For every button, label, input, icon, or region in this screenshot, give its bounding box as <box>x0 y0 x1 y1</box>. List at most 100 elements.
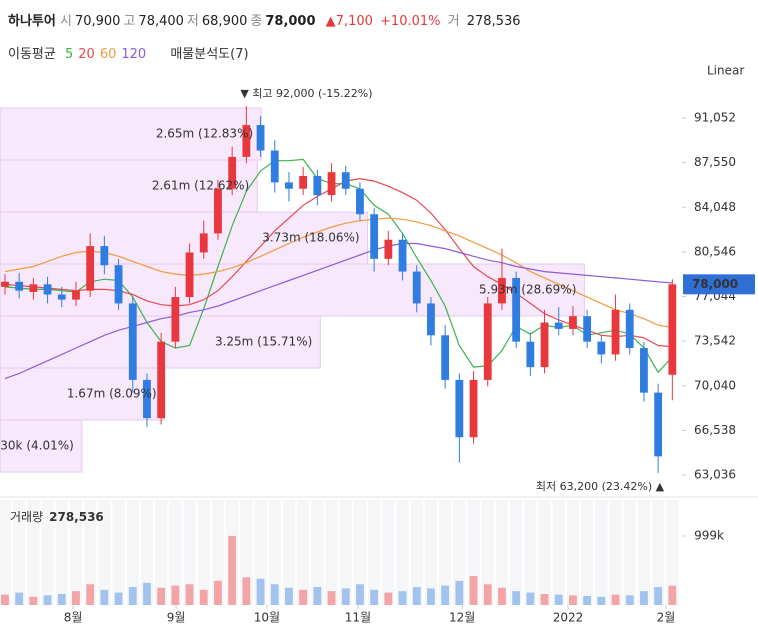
volume-bar <box>313 587 322 605</box>
volume-bar <box>199 589 208 605</box>
volume-bar <box>356 584 364 605</box>
volume-bar <box>483 584 492 605</box>
candle-body <box>640 348 648 393</box>
profile-band <box>0 211 369 265</box>
profile-band <box>0 419 83 473</box>
legend: 이동평균 5 20 60 120 매물분석도(7) <box>8 43 254 62</box>
volume-bar <box>214 580 222 605</box>
volume-stripe <box>538 500 551 605</box>
volume-bar <box>43 595 52 605</box>
y-tick-label: 66,538 <box>694 423 736 437</box>
candle-body <box>242 125 251 157</box>
volume-tick-label: 999k <box>694 528 724 542</box>
volume-stripe <box>282 500 296 605</box>
profile-label: 2.61m (12.62%) <box>152 178 249 192</box>
volume-bar <box>384 592 393 605</box>
x-tick-label: 11월 <box>345 611 371 625</box>
volume-bar <box>100 589 109 605</box>
volume-stripe <box>453 500 466 605</box>
volume-title-text: 거래량 <box>10 510 43 524</box>
candle-body <box>498 277 506 304</box>
candle-body <box>157 341 166 419</box>
volume-stripe <box>566 500 580 605</box>
volume-bar <box>143 582 151 605</box>
candle-body <box>384 239 393 259</box>
quote-header: 하나투어 시 70,900 고 78,400 저 68,900 종 78,000 ▲7,100… <box>8 10 524 29</box>
volume-bar <box>57 593 66 605</box>
y-tick-label: 63,036 <box>694 468 736 482</box>
volume-bar <box>526 592 535 605</box>
candle-body <box>583 316 592 342</box>
volume-quote-label: 거 <box>447 14 460 29</box>
volume-bar <box>128 587 137 605</box>
candle-body <box>327 172 336 196</box>
volume-bar <box>299 589 308 605</box>
quote-value: 78,400 <box>138 14 184 29</box>
volume-bar <box>15 592 24 605</box>
last-price-tag <box>683 274 755 295</box>
quote-value: 68,900 <box>201 14 248 29</box>
candle-body <box>299 176 308 189</box>
volume-stripe <box>510 500 523 605</box>
volume-stripe <box>211 500 225 605</box>
volume-bar <box>1 594 9 605</box>
candle-body <box>625 309 634 349</box>
volume-stripe <box>623 500 636 605</box>
x-tick-label: 12월 <box>449 611 475 625</box>
volume-stripe <box>27 500 40 605</box>
volume-stripe <box>424 500 438 605</box>
volume-bar <box>640 591 648 605</box>
quote-value: 70,900 <box>74 14 121 29</box>
x-tick-label: 9월 <box>167 611 186 625</box>
candle-body <box>597 341 606 355</box>
volume-stripe <box>69 500 83 605</box>
candle-body <box>441 335 450 380</box>
high-annotation: ▼ 최고 92,000 (-15.22%) <box>240 87 372 100</box>
volume-bar <box>427 588 435 605</box>
legend-entry: 60 <box>99 47 117 62</box>
y-tick-label: 80,546 <box>694 244 736 258</box>
candle-body <box>611 309 620 355</box>
stock-name: 하나투어 <box>8 14 56 29</box>
candle-body <box>57 294 66 300</box>
candle-body <box>455 379 464 438</box>
x-tick-label: 10월 <box>254 611 280 625</box>
candle-body <box>398 239 407 272</box>
quote-list: 시 70,900 고 78,400 저 68,900 종 78,000 <box>60 14 319 29</box>
candle-body <box>341 172 350 189</box>
volume-stripe <box>481 500 494 605</box>
candle-body <box>469 379 478 438</box>
volume-bar <box>285 587 293 605</box>
candle-body <box>526 341 535 368</box>
volume-title: 거래량 278,536 <box>10 510 104 524</box>
volume-bar <box>327 591 336 605</box>
volume-stripe <box>637 500 651 605</box>
volume-quote-value: 278,536 <box>466 14 521 29</box>
volume-bar <box>185 584 194 605</box>
candle-body <box>114 265 123 304</box>
volume-bar <box>29 596 38 605</box>
candle-body <box>15 281 24 291</box>
volume-stripe <box>155 500 168 605</box>
candle-body <box>72 290 80 300</box>
volume-stripe <box>169 500 182 605</box>
volume-bar <box>540 593 549 605</box>
volume-bar <box>569 595 577 605</box>
volume-stripe <box>13 500 26 605</box>
candle-body <box>29 284 38 292</box>
volume-bar <box>654 587 663 605</box>
last-price-label: 78,000 <box>692 277 738 291</box>
candle-body <box>185 252 194 298</box>
candle-body <box>483 303 492 380</box>
volume-bar <box>611 594 620 605</box>
candle-body <box>285 182 293 189</box>
candle-body <box>86 246 95 291</box>
volume-bar <box>228 535 237 605</box>
volume-bar <box>554 594 563 605</box>
profile-toggle[interactable]: 매물분석도(7) <box>170 47 249 62</box>
profile-label: 3.73m (18.06%) <box>262 230 359 244</box>
scale-mode: Linear <box>707 64 744 78</box>
volume-bar <box>668 585 677 605</box>
volume-stripe <box>84 500 97 605</box>
volume-bar <box>86 584 95 605</box>
